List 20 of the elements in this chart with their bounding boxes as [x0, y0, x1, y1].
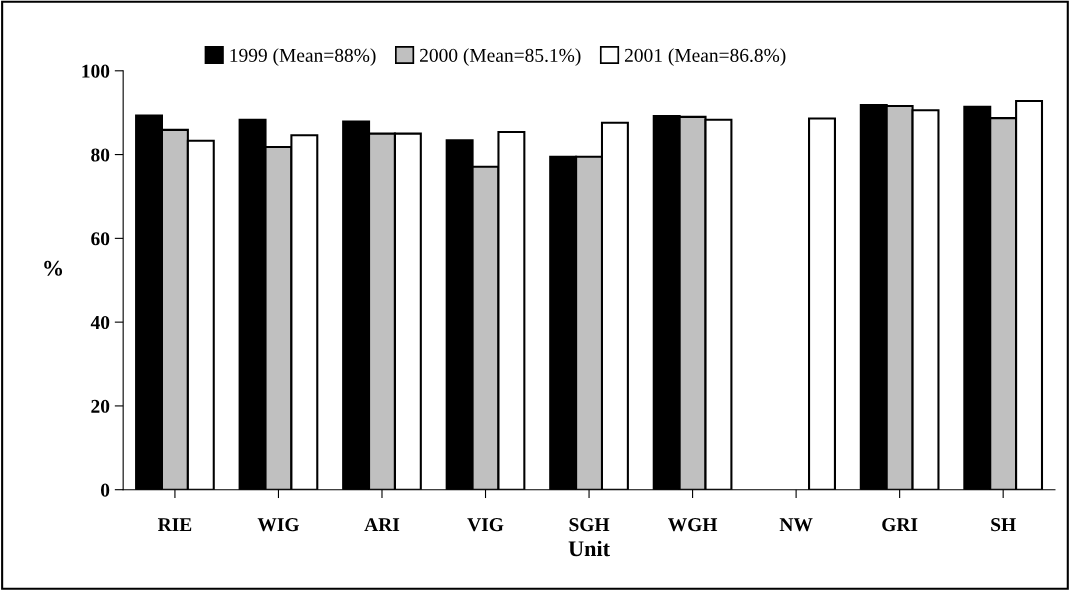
y-tick-label: 0	[100, 483, 110, 497]
y-axis-title: %	[44, 260, 63, 276]
y-tick-label: 80	[91, 148, 110, 162]
y-tick-label: 60	[91, 232, 110, 246]
y-tick-label: 40	[90, 315, 110, 330]
x-tick-label: GRI	[882, 518, 918, 532]
legend-label: 2001 (Mean=86.8%)	[624, 48, 786, 66]
legend-label: 1999 (Mean=88%)	[230, 48, 376, 66]
x-tick-label: RIE	[157, 518, 192, 531]
x-tick-label: ARI	[364, 518, 400, 531]
x-tick-label: WGH	[668, 518, 718, 532]
x-tick-label: WIG	[257, 518, 299, 532]
x-tick-label: VIG	[467, 518, 504, 532]
legend-label: 2000 (Mean=85.1%)	[420, 48, 581, 66]
x-tick-label: SGH	[569, 518, 610, 532]
x-tick-label: NW	[779, 518, 813, 532]
x-tick-label: SH	[991, 518, 1016, 532]
x-axis-title: Unit	[568, 540, 610, 557]
y-tick-label: 20	[91, 399, 110, 413]
y-tick-label: 100	[82, 64, 110, 78]
